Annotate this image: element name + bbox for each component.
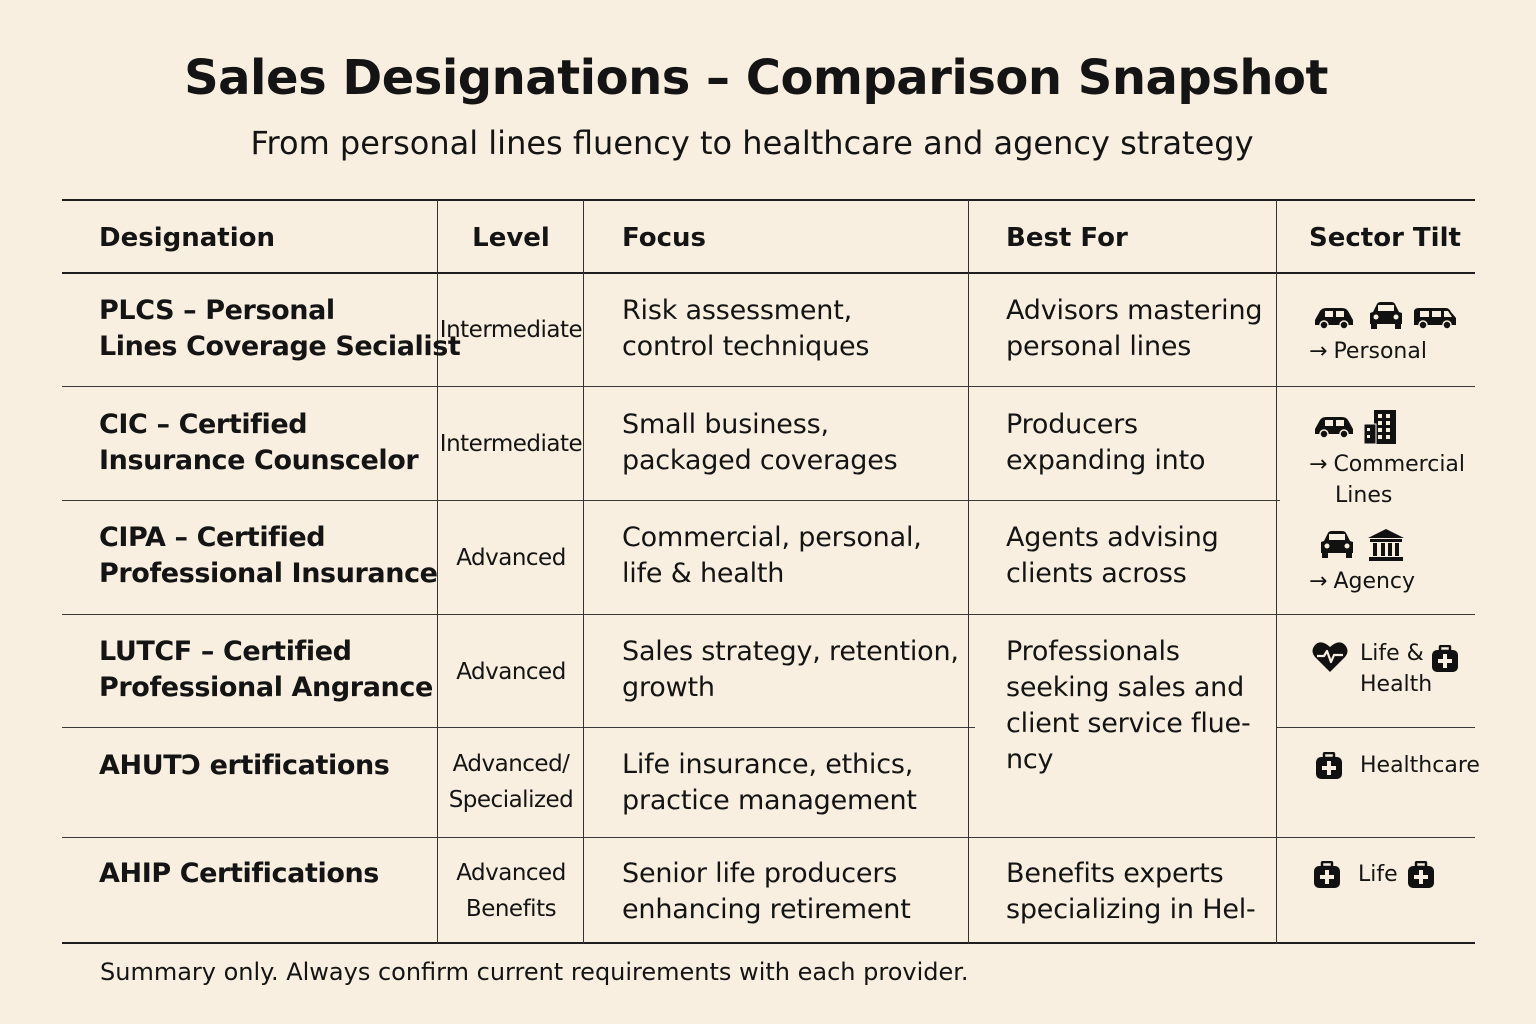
level-value: Advanced (456, 659, 566, 685)
header-bottom-rule (62, 272, 1475, 274)
row-divider (62, 614, 1475, 615)
medical-kit-icon (1432, 645, 1458, 672)
designation-name: LUTCF – Certified Professional Angrance (99, 636, 433, 703)
focus-text: Life insurance, ethics, practice managem… (622, 749, 917, 816)
focus-text: Small business, packaged coverages (622, 409, 898, 476)
level-value: Advanced/ Specialized (448, 751, 574, 813)
level-value: Intermediate (439, 431, 583, 457)
car-front-icon (1370, 302, 1402, 329)
table-bottom-rule (62, 942, 1475, 944)
designation-name: CIPA – Certified Professional Insurance (99, 522, 438, 589)
level-value: Advanced (456, 545, 566, 571)
column-divider (583, 200, 584, 944)
column-divider (1276, 200, 1277, 944)
row-divider (62, 727, 975, 728)
best-for-text: Professionals seeking sales and client s… (1006, 636, 1251, 775)
car-front-icon (1321, 531, 1353, 558)
car-icon (1315, 417, 1353, 439)
row-divider (62, 386, 1475, 387)
footnote: Summary only. Always confirm current req… (100, 958, 969, 986)
designation-name: AHUTↃ ertifications (99, 750, 390, 781)
best-for-text: Agents advising clients across (1006, 522, 1219, 589)
focus-text: Risk assessment, control techniques (622, 295, 870, 362)
medical-kit-icon (1408, 861, 1434, 888)
header-designation: Designation (99, 223, 275, 253)
header-level: Level (472, 223, 550, 253)
focus-text: Sales strategy, retention, growth (622, 636, 959, 703)
best-for-text: Benefits experts specializing in Hel- (1006, 858, 1256, 925)
medical-kit-icon (1316, 752, 1342, 779)
row-divider (62, 500, 1280, 501)
level-value: Advanced Benefits (456, 860, 566, 922)
page-subtitle: From personal lines fluency to healthcar… (250, 124, 1254, 162)
column-divider (968, 200, 969, 944)
best-for-text: Producers expanding into (1006, 409, 1206, 476)
focus-text: Commercial, personal, life & health (622, 522, 922, 589)
designation-name: PLCS – Personal Lines Coverage Secialist (99, 295, 461, 362)
designation-name: AHIP Certifications (99, 858, 379, 889)
table-top-rule (62, 199, 1475, 201)
sector-label: Life (1358, 862, 1398, 887)
car-icon (1315, 308, 1353, 330)
sector-label: → Personal (1309, 339, 1427, 364)
focus-text: Senior life producers enhancing retireme… (622, 858, 911, 925)
row-divider (62, 837, 1475, 838)
heart-icon (1312, 642, 1348, 672)
header-best-for: Best For (1006, 223, 1128, 253)
sector-label: Life & Health (1360, 641, 1433, 697)
sector-label: → Agency (1309, 569, 1416, 594)
sector-label: Healthcare (1360, 753, 1480, 778)
row-divider (1277, 727, 1475, 728)
office-building-icon (1363, 410, 1396, 445)
best-for-text: Advisors mastering personal lines (1006, 295, 1263, 362)
header-sector-tilt: Sector Tilt (1309, 223, 1461, 253)
bank-icon (1368, 529, 1404, 561)
van-icon (1414, 308, 1456, 330)
column-divider (437, 200, 438, 944)
page-title: Sales Designations – Comparison Snapshot (184, 50, 1328, 106)
medical-kit-icon (1314, 861, 1340, 888)
level-value: Intermediate (439, 317, 583, 343)
header-focus: Focus (622, 223, 706, 253)
sector-label: → Commercial Lines (1309, 452, 1466, 508)
designation-name: CIC – Certified Insurance Counscelor (99, 409, 419, 476)
